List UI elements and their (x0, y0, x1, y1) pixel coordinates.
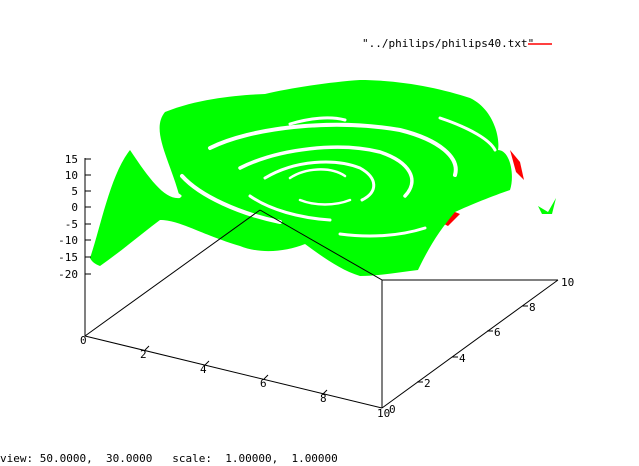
surface-top (90, 80, 512, 276)
surface-underside-edge (510, 150, 524, 180)
scale-values: 1.00000, 1.00000 (225, 452, 338, 465)
x-tick-label: 4 (200, 363, 207, 376)
y-tick-label: 6 (494, 326, 501, 339)
z-tick-label: -20 (58, 268, 78, 281)
z-tick-label: 0 (71, 201, 78, 214)
y-tick-label: 10 (561, 276, 574, 289)
y-tick-label: 8 (529, 301, 536, 314)
x-tick-label: 10 (377, 407, 390, 420)
z-ticks (85, 158, 91, 275)
y-ticks (417, 305, 528, 383)
view-values: 50.0000, 30.0000 (39, 452, 153, 465)
scale-label: scale: (172, 452, 212, 465)
view-label: view: (0, 452, 34, 465)
z-tick-label: -15 (58, 251, 78, 264)
x-tick-label: 8 (320, 392, 327, 405)
x-ticks (144, 345, 328, 395)
x-tick-label: 0 (80, 334, 87, 347)
z-tick-label: 10 (65, 169, 78, 182)
axes-frame (84, 158, 559, 409)
legend-label: "../philips/philips40.txt" (362, 37, 534, 50)
z-tick-label: 15 (65, 153, 78, 166)
z-tick-label: -10 (58, 234, 78, 247)
z-tick-label: -5 (65, 218, 78, 231)
y-tick-label: 4 (459, 352, 466, 365)
z-tick-label: 5 (71, 185, 78, 198)
x-tick-label: 6 (260, 377, 267, 390)
status-bar: view: 50.0000, 30.0000 scale: 1.00000, 1… (0, 452, 639, 466)
surface-plot[interactable]: "../philips/philips40.txt" (0, 0, 639, 452)
x-tick-label: 2 (140, 348, 147, 361)
y-tick-label: 2 (424, 377, 431, 390)
surface-ridges (146, 116, 497, 238)
y-tick-label: 0 (389, 403, 396, 416)
surface-tip-right (538, 198, 556, 214)
